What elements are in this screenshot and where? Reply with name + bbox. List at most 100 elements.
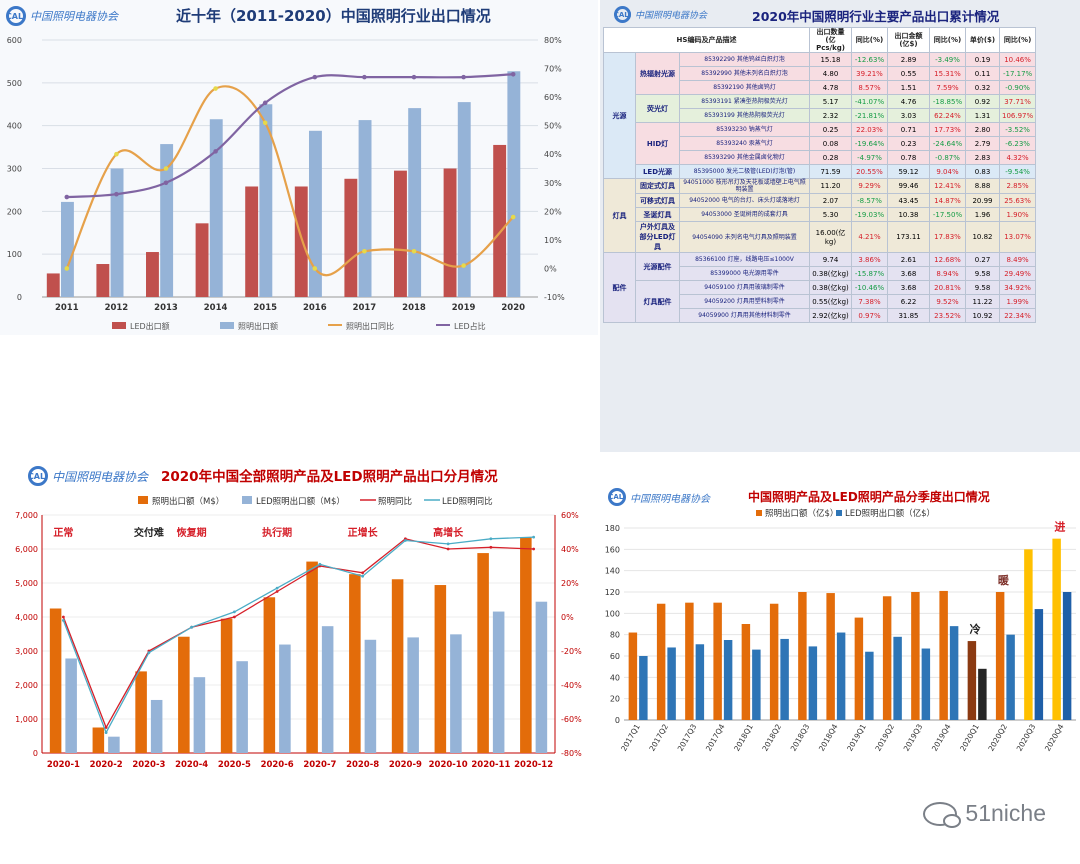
value-cell: 1.99% — [998, 294, 1037, 309]
x-tick-label: 2017Q4 — [704, 722, 727, 752]
subcategory-cell: 光源配件 — [635, 252, 680, 281]
x-tick-label: 2020Q2 — [986, 722, 1009, 752]
phase-annotation: 高增长 — [433, 526, 464, 539]
line-point — [232, 610, 236, 614]
bar-lighting-export — [911, 592, 920, 720]
column-header: 同比(%) — [998, 27, 1037, 53]
line-point — [489, 545, 493, 549]
y-tick-label: 400 — [7, 122, 22, 131]
line-point — [532, 535, 536, 539]
bar-lighting-export — [685, 602, 694, 720]
x-tick-label: 2020Q1 — [958, 722, 981, 752]
bar-lighting-export — [995, 592, 1005, 720]
y2-tick-label: 30% — [544, 179, 562, 188]
x-tick-label: 2017Q1 — [619, 722, 642, 752]
y-tick-label: 300 — [7, 165, 22, 174]
line-point — [361, 571, 365, 575]
value-cell: 34.92% — [998, 280, 1037, 295]
value-cell: 23.52% — [929, 308, 966, 323]
legend-label: LED照明出口额（亿$） — [845, 508, 935, 519]
x-tick-label: 2019Q4 — [930, 722, 953, 752]
column-header: 出口数量(亿Pcs/kg) — [809, 27, 852, 53]
x-tick-label: 2020Q4 — [1043, 722, 1066, 752]
bar-lighting-export — [882, 596, 892, 720]
legend-label: 照明出口额（M$） — [152, 496, 224, 507]
value-cell: 2.85% — [998, 178, 1037, 194]
y2-tick-label: 60% — [561, 511, 579, 520]
y2-tick-label: 70% — [544, 65, 562, 74]
bar-lighting-export — [92, 727, 105, 753]
legend-label: LED照明出口额（M$） — [256, 496, 345, 507]
value-cell: 1.90% — [998, 207, 1037, 222]
x-tick-label: 2020-1 — [47, 760, 80, 770]
value-cell: 1.51 — [887, 80, 930, 95]
bar-lighting-export — [349, 574, 361, 753]
x-tick-label: 2017 — [353, 303, 377, 313]
value-cell: 0.28 — [809, 150, 852, 165]
product-cell: 85393240 汞蒸气灯 — [679, 136, 810, 151]
x-tick-label: 2020-9 — [389, 760, 422, 770]
product-cell: 85392290 其他钨丝白炽灯泡 — [679, 52, 810, 67]
legend-swatch — [756, 510, 762, 516]
x-tick-label: 2020-8 — [346, 760, 379, 770]
y-tick-label: 120 — [605, 588, 620, 597]
table-row: 85392190 其他卤钨灯 4.78 8.57% 1.51 7.59% 0.32 -0.9… — [603, 80, 1037, 95]
value-cell: 2.92(亿kg) — [809, 308, 852, 323]
x-tick-label: 2019Q3 — [902, 722, 925, 752]
bar-lighting-export — [798, 592, 807, 720]
y2-tick-label: -10% — [544, 293, 565, 302]
x-tick-label: 2019Q1 — [845, 722, 868, 752]
association-logo: CALI 中国照明电器协会 — [6, 6, 118, 26]
x-tick-label: 2017Q3 — [676, 722, 699, 752]
bar-lighting-export — [209, 119, 223, 297]
bar-led-export — [836, 632, 846, 720]
product-cell: 85366100 灯座，线路电压≤1000V — [679, 252, 810, 267]
value-cell: 4.32% — [998, 150, 1037, 165]
line-point — [446, 542, 450, 546]
legend-label: LED照明同比 — [442, 496, 493, 507]
bar-led-export — [808, 646, 818, 720]
table-row: 94059900 灯具用其他材料制零件 2.92(亿kg) 0.97% 31.85 23… — [603, 308, 1037, 323]
line-point — [64, 194, 70, 200]
y2-tick-label: -60% — [561, 715, 582, 724]
value-cell: 2.80 — [965, 122, 1000, 137]
value-cell: 2.79 — [965, 136, 1000, 151]
product-cell: 94054090 未列名电气灯具及照明装置 — [679, 221, 810, 253]
value-cell: 0.25 — [809, 122, 852, 137]
value-cell: 17.73% — [929, 122, 966, 137]
value-cell: 37.71% — [998, 94, 1037, 109]
logo-mark-4: CALI — [608, 488, 626, 506]
line-point — [411, 249, 417, 254]
y-tick-label: 0 — [615, 716, 620, 725]
legend-label: 照明同比 — [378, 496, 412, 507]
product-cell: 94052000 电气的台灯、床头灯或落地灯 — [679, 193, 810, 208]
value-cell: 22.34% — [998, 308, 1037, 323]
value-cell: 0.92 — [965, 94, 1000, 109]
value-cell: -3.52% — [998, 122, 1037, 137]
value-cell: 11.22 — [965, 294, 1000, 309]
value-cell: 12.41% — [929, 178, 966, 194]
value-cell: 2.61 — [887, 252, 930, 267]
bar-lighting-export — [434, 585, 447, 753]
value-cell: 9.52% — [929, 294, 966, 309]
y-tick-label: 5,000 — [15, 579, 38, 588]
y2-tick-label: 60% — [544, 93, 562, 102]
value-cell: -41.07% — [851, 94, 888, 109]
column-header: HS编码及产品描述 — [603, 27, 810, 53]
bar-led-export — [893, 636, 902, 720]
line-point — [262, 120, 268, 126]
value-cell: 99.46 — [887, 178, 930, 194]
value-cell: 0.19 — [965, 52, 1000, 67]
watermark: 51niche — [923, 800, 1046, 828]
product-cell: 85399000 电光源用零件 — [679, 266, 810, 281]
bar-led-export — [978, 668, 987, 720]
y-tick-label: 0 — [33, 749, 38, 758]
bar-led-export — [46, 273, 60, 297]
bar-led-export — [1006, 634, 1015, 720]
line-point — [163, 180, 169, 186]
x-tick-label: 2020Q3 — [1015, 722, 1038, 752]
value-cell: 39.21% — [851, 66, 888, 81]
y-tick-label: 80 — [610, 631, 620, 640]
bar-led-export — [1034, 609, 1044, 720]
line-point — [213, 86, 218, 91]
